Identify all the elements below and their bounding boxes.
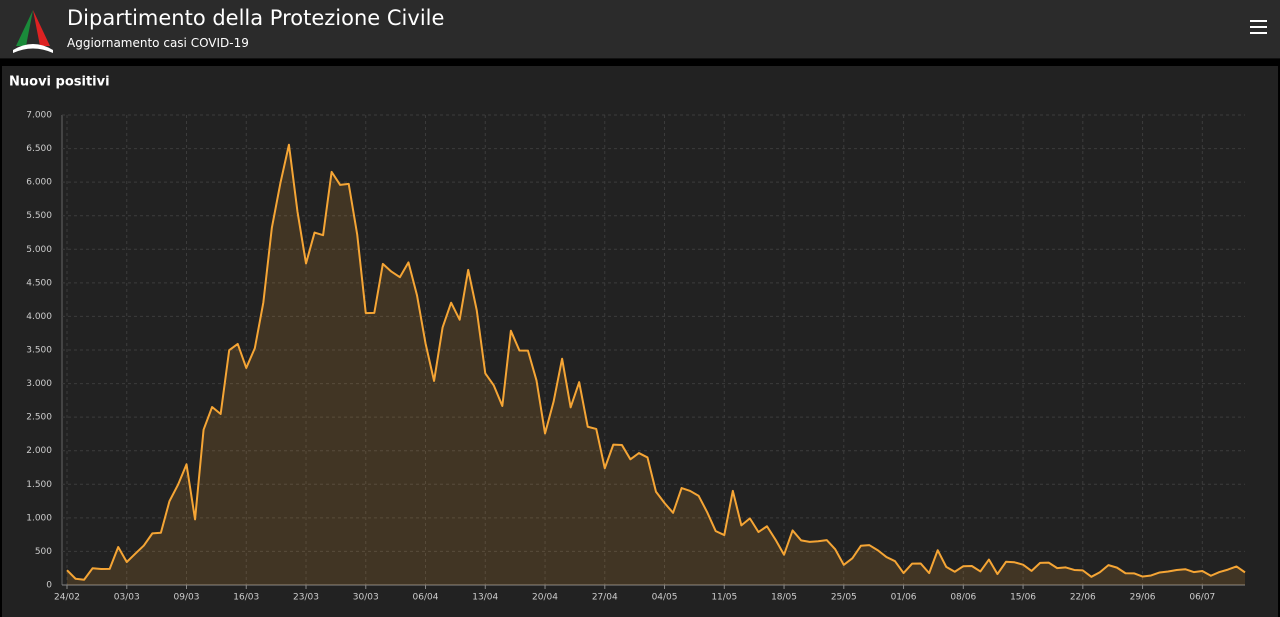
y-tick-label: 0 [46,581,52,591]
x-tick-label: 18/05 [771,593,797,603]
x-tick-label: 06/04 [413,593,439,603]
x-tick-label: 16/03 [233,593,259,603]
area [67,144,1245,585]
line [66,143,1246,581]
x-tick-label: 22/06 [1070,593,1096,603]
y-tick-label: 5.500 [26,211,52,221]
x-tick-label: 03/03 [114,593,140,603]
x-tick-label: 20/04 [532,593,558,603]
x-tick-label: 01/06 [891,593,917,603]
x-tick-label: 04/05 [652,593,678,603]
x-tick-label: 24/02 [54,593,80,603]
y-tick-label: 1.000 [26,513,52,523]
app-subtitle: Aggiornamento casi COVID-19 [67,36,249,50]
chart-title: Nuovi positivi [9,75,110,90]
y-tick-label: 2.500 [26,413,52,423]
logo [13,10,53,53]
y-tick-label: 2.000 [26,446,52,456]
x-tick-label: 13/04 [472,593,498,603]
chart: Nuovi positivi 0 500 1.000 1.500 2.000 2.500 3… [2,66,1278,617]
y-tick-label: 3.000 [26,379,52,389]
x-tick-label: 30/03 [353,593,379,603]
app-title: Dipartimento della Protezione Civile [67,6,445,30]
y-tick-label: 4.500 [26,278,52,288]
x-tick-label: 27/04 [592,593,618,603]
menu-button[interactable] [1249,19,1269,37]
x-tick-label: 08/06 [950,593,976,603]
y-tick-label: 6.500 [26,144,52,154]
y-tick-label: 1.500 [26,480,52,490]
x-tick-label: 06/07 [1189,593,1215,603]
y-tick-label: 4.000 [26,312,52,322]
chart-panel [2,66,1278,617]
y-tick-label: 5.000 [26,245,52,255]
x-tick-label: 11/05 [711,593,737,603]
x-tick-label: 25/05 [831,593,857,603]
header: Dipartimento della Protezione Civile Agg… [0,0,1280,59]
y-tick-label: 6.000 [26,178,52,188]
x-tick-label: 15/06 [1010,593,1036,603]
x-tick-label: 09/03 [174,593,200,603]
y-tick-label: 7.000 [26,111,52,121]
y-tick-label: 500 [35,547,52,557]
x-tick-label: 23/03 [293,593,319,603]
y-tick-label: 3.500 [26,346,52,356]
x-tick-label: 29/06 [1130,593,1156,603]
